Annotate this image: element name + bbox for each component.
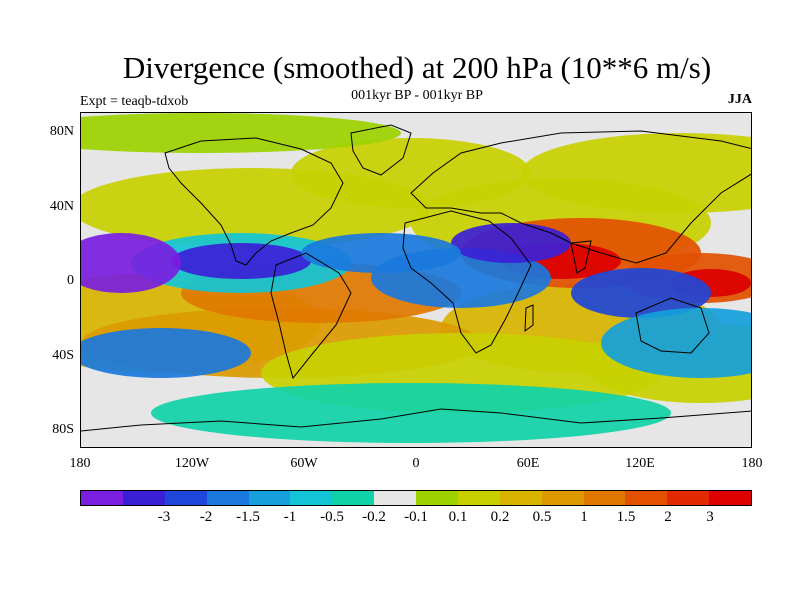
colorbar-label: -0.2 — [362, 509, 386, 525]
lon-label-60w: 60W — [290, 456, 318, 471]
coast-madagascar — [524, 304, 534, 333]
colorbar-swatch — [164, 491, 207, 505]
colorbar-label: -2 — [199, 509, 213, 525]
coast-eurasia — [410, 130, 751, 264]
coastlines — [81, 124, 751, 432]
colorbar-swatch — [332, 491, 375, 505]
colorbar-swatch — [667, 491, 710, 505]
coast-greenland — [350, 124, 412, 176]
colorbar-swatch — [541, 491, 584, 505]
colorbar — [80, 490, 752, 506]
lon-label-120w: 120W — [174, 456, 210, 471]
season-label: JJA — [727, 92, 752, 107]
coast-north-america — [164, 137, 344, 266]
colorbar-label: 0.2 — [490, 509, 510, 525]
colorbar-swatch — [625, 491, 668, 505]
colorbar-label: -3 — [157, 509, 171, 525]
colorbar-swatch — [416, 491, 458, 505]
field-contour — [81, 233, 181, 293]
experiment-label: Expt = teaqb-tdxob — [80, 94, 189, 109]
coast-south-america — [270, 252, 352, 380]
coast-australia — [635, 297, 710, 354]
divergence-map — [80, 112, 752, 448]
coast-antarctica — [81, 408, 751, 432]
field-contour — [81, 113, 401, 153]
colorbar-label: 0.1 — [448, 509, 468, 525]
lon-label-180w: 180 — [69, 456, 91, 471]
colorbar-label: 2 — [664, 509, 672, 525]
lat-label-0: 0 — [67, 273, 74, 288]
colorbar-swatch — [290, 491, 333, 505]
colorbar-label: -0.1 — [404, 509, 428, 525]
field-contour — [151, 383, 671, 443]
colorbar-label: 0.5 — [532, 509, 552, 525]
field-contour — [291, 138, 531, 208]
field-contour — [521, 133, 751, 213]
colorbar-label: 1 — [580, 509, 588, 525]
colorbar-swatch — [374, 491, 416, 505]
field-contour — [81, 328, 251, 378]
colorbar-swatch — [248, 491, 291, 505]
divergence-field — [81, 113, 751, 443]
coast-india — [570, 240, 592, 274]
colorbar-swatch — [81, 491, 123, 505]
lon-label-180e: 180 — [741, 456, 763, 471]
field-contour — [301, 233, 461, 273]
colorbar-swatch — [583, 491, 626, 505]
lat-label-80s: 80S — [52, 422, 74, 437]
lon-label-0: 0 — [412, 456, 420, 471]
lat-label-40s: 40S — [52, 348, 74, 363]
field-contour — [451, 223, 571, 263]
colorbar-label: 1.5 — [616, 509, 636, 525]
map-subtitle: 001kyr BP - 001kyr BP — [351, 88, 483, 103]
lat-label-40n: 40N — [49, 199, 74, 214]
colorbar-swatch — [457, 491, 500, 505]
map-field — [81, 113, 751, 443]
colorbar-label: -1 — [283, 509, 297, 525]
colorbar-swatch — [206, 491, 249, 505]
colorbar-label: -1.5 — [236, 509, 260, 525]
colorbar-swatch — [499, 491, 542, 505]
field-contour — [171, 243, 311, 279]
colorbar-label: 3 — [706, 509, 714, 525]
lon-label-60e: 60E — [516, 456, 540, 471]
coast-africa — [402, 210, 532, 354]
map-title: Divergence (smoothed) at 200 hPa (10**6 … — [122, 50, 712, 85]
lat-label-80n: 80N — [49, 124, 74, 139]
colorbar-swatch — [709, 491, 751, 505]
colorbar-swatch — [122, 491, 165, 505]
lon-label-120e: 120E — [625, 456, 655, 471]
field-contour — [571, 268, 711, 318]
colorbar-label: -0.5 — [320, 509, 344, 525]
